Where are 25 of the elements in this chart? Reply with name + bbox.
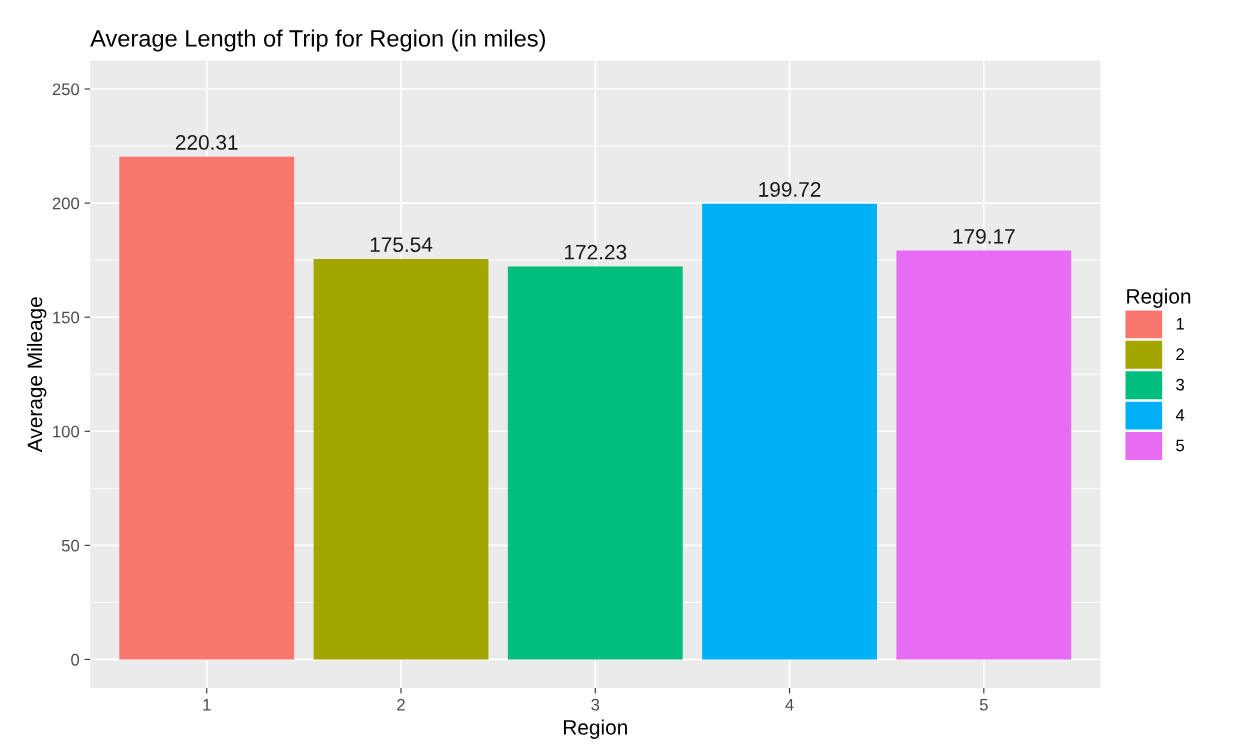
x-tick-label: 3: [591, 698, 600, 711]
x-tick-label: 1: [203, 698, 211, 711]
legend-label: 3: [1176, 378, 1185, 391]
legend-title: Region: [1127, 288, 1191, 308]
y-tick-label: 50: [61, 539, 80, 552]
y-tick-label: 150: [53, 311, 80, 324]
y-tick-label: 250: [52, 83, 80, 96]
data-label: 220.31: [175, 135, 238, 150]
y-tick-label: 200: [52, 197, 80, 210]
legend-label: 4: [1175, 409, 1185, 421]
legend-label: 1: [1176, 318, 1184, 330]
x-axis-title: Region: [563, 719, 627, 739]
y-tick-label: 0: [71, 653, 80, 666]
data-label: 179.17: [953, 228, 1015, 244]
x-tick-label: 2: [397, 698, 405, 711]
legend-label: 2: [1176, 348, 1184, 360]
data-label: 199.72: [759, 182, 821, 197]
data-label: 172.23: [565, 244, 627, 260]
x-tick-label: 4: [785, 698, 794, 711]
data-label: 175.54: [370, 237, 433, 252]
y-tick-label: 100: [53, 425, 80, 438]
x-tick-label: 5: [979, 698, 988, 711]
legend-label: 5: [1176, 439, 1185, 452]
y-axis-title: Average Mileage: [26, 297, 47, 453]
chart-title: Average Length of Trip for Region (in miles): [90, 29, 545, 52]
